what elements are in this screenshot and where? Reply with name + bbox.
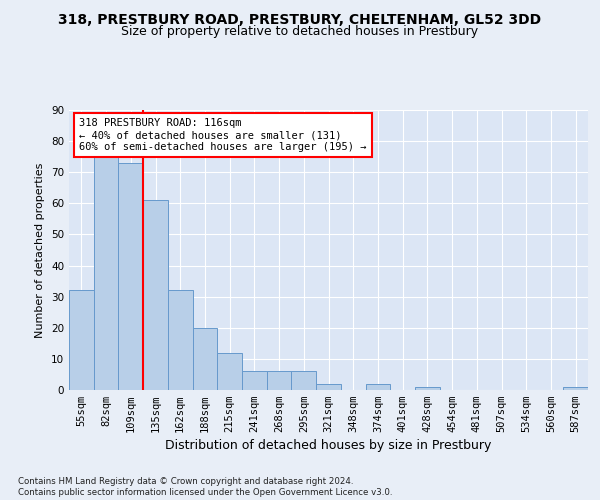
Text: Contains HM Land Registry data © Crown copyright and database right 2024.
Contai: Contains HM Land Registry data © Crown c…: [18, 478, 392, 497]
Bar: [242, 372, 267, 390]
Bar: [168, 290, 193, 390]
Bar: [118, 163, 143, 390]
Bar: [217, 352, 242, 390]
Y-axis label: Number of detached properties: Number of detached properties: [35, 162, 46, 338]
Bar: [193, 328, 217, 390]
Bar: [365, 384, 390, 390]
Bar: [292, 372, 316, 390]
Text: 318 PRESTBURY ROAD: 116sqm
← 40% of detached houses are smaller (131)
60% of sem: 318 PRESTBURY ROAD: 116sqm ← 40% of deta…: [79, 118, 367, 152]
Bar: [143, 200, 168, 390]
Bar: [94, 154, 118, 390]
Bar: [267, 372, 292, 390]
Bar: [415, 387, 440, 390]
X-axis label: Distribution of detached houses by size in Prestbury: Distribution of detached houses by size …: [166, 440, 491, 452]
Text: 318, PRESTBURY ROAD, PRESTBURY, CHELTENHAM, GL52 3DD: 318, PRESTBURY ROAD, PRESTBURY, CHELTENH…: [58, 12, 542, 26]
Bar: [316, 384, 341, 390]
Bar: [69, 290, 94, 390]
Bar: [563, 387, 588, 390]
Text: Size of property relative to detached houses in Prestbury: Size of property relative to detached ho…: [121, 25, 479, 38]
